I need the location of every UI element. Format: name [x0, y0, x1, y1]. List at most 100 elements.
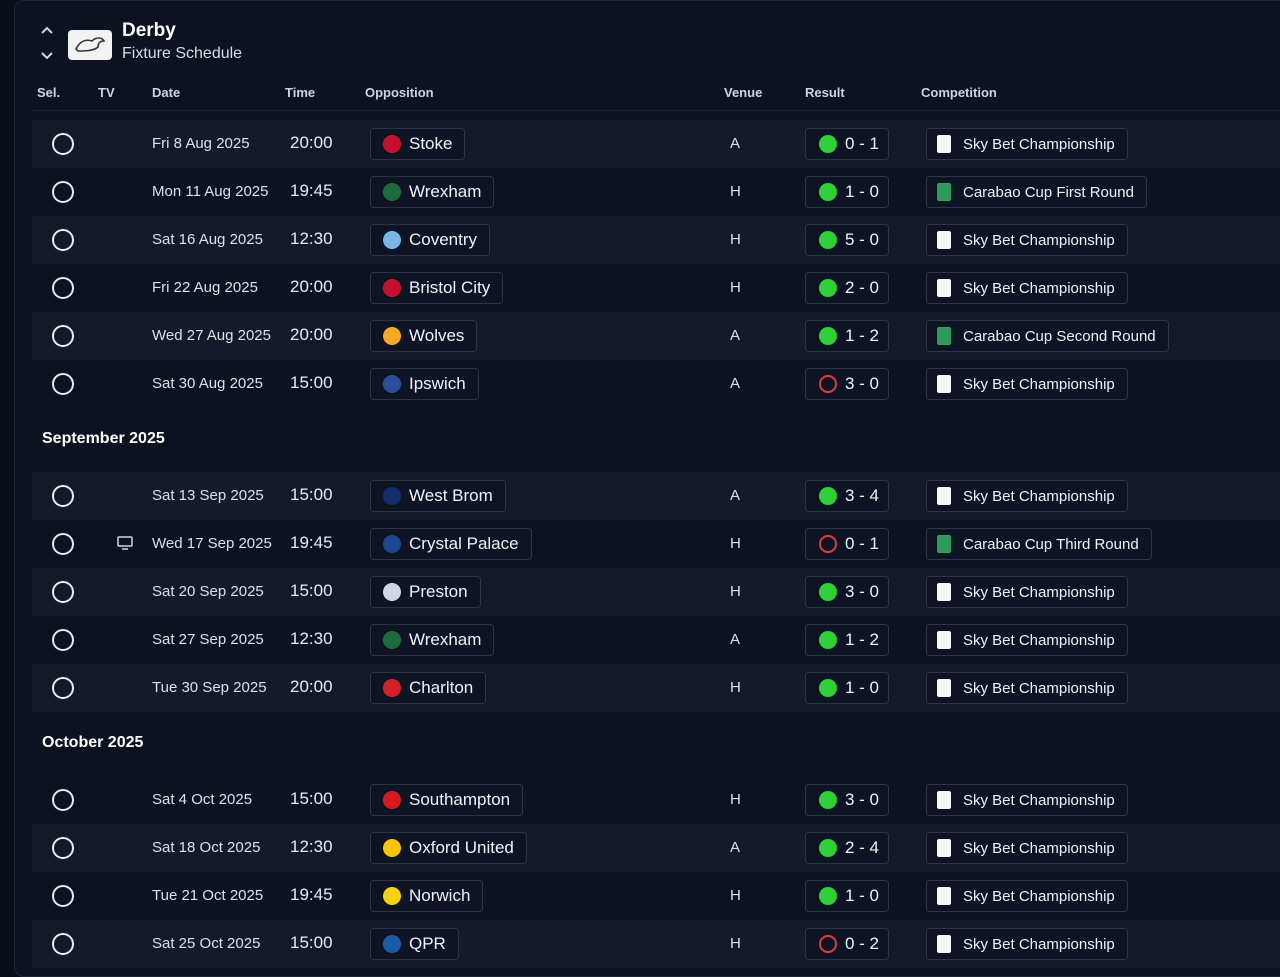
select-radio[interactable]: [52, 373, 74, 395]
select-radio[interactable]: [52, 677, 74, 699]
result-button[interactable]: 1 - 0: [805, 880, 889, 912]
competition-button[interactable]: Carabao Cup Third Round: [926, 528, 1152, 560]
result-button[interactable]: 3 - 4: [805, 480, 889, 512]
column-header-result[interactable]: Result: [805, 85, 845, 100]
fixture-row[interactable]: Sat 16 Aug 2025 12:30 Coventry H 5 - 0 Sky Be…: [32, 216, 1280, 264]
column-header-time[interactable]: Time: [285, 85, 316, 100]
opponent-button[interactable]: Norwich: [370, 880, 484, 912]
result-button[interactable]: 1 - 2: [805, 624, 889, 656]
opponent-button[interactable]: Ipswich: [370, 368, 479, 400]
result-button[interactable]: 1 - 0: [805, 176, 889, 208]
competition-button[interactable]: Carabao Cup Second Round: [926, 320, 1169, 352]
result-button[interactable]: 5 - 0: [805, 224, 889, 256]
result-score: 3 - 0: [845, 790, 880, 809]
opponent-button[interactable]: Stoke: [370, 128, 466, 160]
fixture-venue: A: [730, 487, 741, 504]
fixture-row[interactable]: Sat 20 Sep 2025 15:00 Preston H 3 - 0 Sky Bet…: [32, 568, 1280, 616]
select-radio[interactable]: [52, 133, 74, 155]
fixture-row[interactable]: Sat 25 Oct 2025 15:00 QPR H 0 - 2 Sky Bet Cha…: [32, 920, 1280, 968]
competition-button[interactable]: Sky Bet Championship: [926, 480, 1128, 512]
fixture-row[interactable]: Sat 4 Oct 2025 15:00 Southampton H 3 - 0 Sky …: [32, 776, 1280, 824]
competition-button[interactable]: Carabao Cup First Round: [926, 176, 1147, 208]
opponent-name: Crystal Palace: [409, 534, 519, 553]
select-radio[interactable]: [52, 837, 74, 859]
month-label: October 2025: [42, 734, 144, 751]
result-button[interactable]: 3 - 0: [805, 576, 889, 608]
select-radio[interactable]: [52, 533, 74, 555]
competition-logo-icon: [937, 631, 951, 649]
chevron-up-icon[interactable]: [40, 24, 54, 38]
result-button[interactable]: 0 - 2: [805, 928, 889, 960]
competition-button[interactable]: Sky Bet Championship: [926, 576, 1128, 608]
fixture-row[interactable]: Tue 21 Oct 2025 19:45 Norwich H 1 - 0 Sky Bet…: [32, 872, 1280, 920]
fixture-venue: A: [730, 839, 741, 856]
competition-button[interactable]: Sky Bet Championship: [926, 832, 1128, 864]
competition-button[interactable]: Sky Bet Championship: [926, 272, 1128, 304]
opponent-button[interactable]: Crystal Palace: [370, 528, 532, 560]
club-name: Derby: [122, 20, 176, 41]
opponent-button[interactable]: Oxford United: [370, 832, 527, 864]
column-header-tv[interactable]: TV: [98, 85, 115, 100]
fixture-row[interactable]: Sat 27 Sep 2025 12:30 Wrexham A 1 - 2 Sky Bet…: [32, 616, 1280, 664]
result-button[interactable]: 0 - 1: [805, 128, 889, 160]
opponent-button[interactable]: Wolves: [370, 320, 478, 352]
fixture-row[interactable]: Fri 22 Aug 2025 20:00 Bristol City H 2 - 0 Sk…: [32, 264, 1280, 312]
fixture-row[interactable]: Sat 13 Sep 2025 15:00 West Brom A 3 - 4 Sky B…: [32, 472, 1280, 520]
fixture-date: Sat 18 Oct 2025: [152, 839, 261, 856]
competition-button[interactable]: Sky Bet Championship: [926, 224, 1128, 256]
opponent-name: Ipswich: [409, 374, 466, 393]
competition-button[interactable]: Sky Bet Championship: [926, 128, 1128, 160]
fixture-time: 12:30: [290, 629, 333, 648]
fixture-row[interactable]: Sat 18 Oct 2025 12:30 Oxford United A 2 - 4 S…: [32, 824, 1280, 872]
competition-button[interactable]: Sky Bet Championship: [926, 784, 1128, 816]
select-radio[interactable]: [52, 933, 74, 955]
select-radio[interactable]: [52, 629, 74, 651]
select-radio[interactable]: [52, 581, 74, 603]
fixture-row[interactable]: Wed 17 Sep 2025 19:45 Crystal Palace H 0 - 1…: [32, 520, 1280, 568]
fixture-venue: A: [730, 375, 741, 392]
chevron-down-icon[interactable]: [40, 48, 54, 62]
fixture-time: 19:45: [290, 533, 333, 552]
opponent-button[interactable]: QPR: [370, 928, 459, 960]
result-button[interactable]: 3 - 0: [805, 368, 889, 400]
opponent-button[interactable]: Bristol City: [370, 272, 504, 304]
competition-button[interactable]: Sky Bet Championship: [926, 928, 1128, 960]
fixture-row[interactable]: Mon 11 Aug 2025 19:45 Wrexham H 1 - 0 Carabao…: [32, 168, 1280, 216]
result-button[interactable]: 3 - 0: [805, 784, 889, 816]
select-radio[interactable]: [52, 277, 74, 299]
select-radio[interactable]: [52, 789, 74, 811]
column-header-competition[interactable]: Competition: [921, 85, 997, 100]
opponent-button[interactable]: Charlton: [370, 672, 487, 704]
fixture-row[interactable]: Tue 30 Sep 2025 20:00 Charlton H 1 - 0 Sky Be…: [32, 664, 1280, 712]
column-header-opposition[interactable]: Opposition: [365, 85, 434, 100]
competition-button[interactable]: Sky Bet Championship: [926, 672, 1128, 704]
column-header-venue[interactable]: Venue: [724, 85, 763, 100]
column-header-sel[interactable]: Sel.: [37, 85, 61, 100]
competition-button[interactable]: Sky Bet Championship: [926, 368, 1128, 400]
select-radio[interactable]: [52, 181, 74, 203]
opponent-button[interactable]: Wrexham: [370, 176, 495, 208]
opponent-button[interactable]: Wrexham: [370, 624, 495, 656]
competition-name: Carabao Cup Second Round: [963, 327, 1156, 345]
fixture-row[interactable]: Sat 30 Aug 2025 15:00 Ipswich A 3 - 0 Sky Bet…: [32, 360, 1280, 408]
select-radio[interactable]: [52, 325, 74, 347]
result-button[interactable]: 1 - 0: [805, 672, 889, 704]
result-button[interactable]: 0 - 1: [805, 528, 889, 560]
opponent-button[interactable]: Preston: [370, 576, 481, 608]
column-header-date[interactable]: Date: [152, 85, 181, 100]
fixture-time: 15:00: [290, 581, 333, 600]
result-button[interactable]: 2 - 0: [805, 272, 889, 304]
select-radio[interactable]: [52, 885, 74, 907]
fixture-row[interactable]: Fri 8 Aug 2025 20:00 Stoke A 0 - 1 Sky Bet Ch…: [32, 120, 1280, 168]
opponent-button[interactable]: Southampton: [370, 784, 524, 816]
result-button[interactable]: 1 - 2: [805, 320, 889, 352]
competition-button[interactable]: Sky Bet Championship: [926, 880, 1128, 912]
opponent-button[interactable]: West Brom: [370, 480, 506, 512]
fixture-row[interactable]: Wed 27 Aug 2025 20:00 Wolves A 1 - 2 Carabao …: [32, 312, 1280, 360]
competition-button[interactable]: Sky Bet Championship: [926, 624, 1128, 656]
select-radio[interactable]: [52, 229, 74, 251]
competition-name: Sky Bet Championship: [963, 487, 1115, 505]
opponent-button[interactable]: Coventry: [370, 224, 491, 256]
select-radio[interactable]: [52, 485, 74, 507]
result-button[interactable]: 2 - 4: [805, 832, 889, 864]
